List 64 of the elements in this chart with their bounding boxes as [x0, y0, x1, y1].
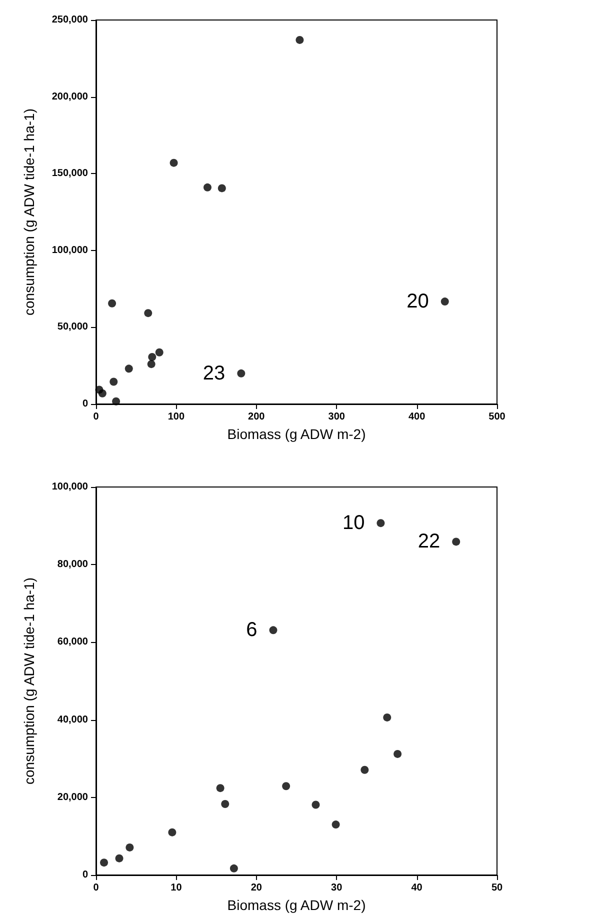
y-tick-label: 100,000 — [52, 244, 88, 256]
point — [218, 184, 226, 192]
y-axis-title: consumption (g ADW tide-1 ha-1) — [21, 578, 37, 784]
point — [170, 158, 178, 167]
point — [221, 800, 230, 808]
point — [148, 353, 156, 361]
point — [124, 364, 133, 373]
point — [108, 299, 116, 308]
point — [110, 378, 118, 386]
point — [144, 309, 152, 318]
y-tick-label: 100,000 — [52, 482, 88, 492]
x-tick-label: 40 — [411, 882, 423, 894]
annotation: 23 — [202, 362, 226, 384]
x-axis-title: Biomass (g ADW m-2) — [227, 426, 366, 442]
annotation: 6 — [246, 619, 258, 642]
point — [115, 854, 124, 862]
point — [440, 298, 449, 306]
point — [216, 784, 224, 792]
y-tick-label: 50,000 — [57, 322, 88, 333]
point — [203, 183, 212, 192]
point — [100, 858, 108, 867]
annotation: 22 — [418, 530, 440, 553]
point — [98, 389, 106, 398]
point — [147, 360, 156, 368]
annotation: 10 — [342, 512, 365, 534]
y-tick-label: 80,000 — [57, 559, 88, 570]
annotation: 20 — [406, 290, 429, 313]
x-axis-title: Biomass (g ADW m-2) — [227, 896, 366, 913]
y-tick-label: 250,000 — [52, 14, 88, 26]
y-tick-label: 0 — [82, 870, 88, 880]
y-tick-label: 150,000 — [52, 168, 88, 180]
y-axis-title: consumption (g ADW tide-1 ha-1) — [21, 108, 37, 316]
x-tick-label: 10 — [170, 882, 182, 894]
x-tick-label: 20 — [250, 882, 262, 894]
y-tick-label: 60,000 — [57, 636, 88, 648]
x-tick-label: 500 — [488, 412, 506, 422]
y-tick-label: 0 — [82, 398, 88, 410]
point — [312, 800, 320, 809]
x-tick-label: 100 — [168, 412, 185, 422]
point — [237, 369, 246, 378]
point — [269, 626, 278, 634]
point — [126, 843, 134, 852]
point — [296, 36, 304, 44]
y-tick-label: 200,000 — [52, 91, 88, 102]
point — [168, 828, 176, 836]
x-tick-label: 0 — [93, 412, 100, 422]
point — [332, 820, 340, 829]
x-tick-label: 0 — [93, 882, 100, 894]
y-tick-label: 40,000 — [57, 714, 88, 726]
point — [230, 864, 238, 872]
y-tick-label: 20,000 — [57, 792, 88, 803]
x-tick-label: 50 — [491, 882, 503, 894]
point — [452, 538, 460, 546]
point — [282, 782, 290, 790]
x-tick-label: 200 — [248, 412, 266, 422]
point — [376, 519, 385, 528]
point — [155, 348, 164, 356]
x-tick-label: 300 — [328, 412, 346, 422]
point — [383, 713, 392, 722]
point — [360, 766, 369, 774]
x-tick-label: 30 — [331, 882, 343, 894]
point — [394, 750, 402, 758]
point — [112, 397, 120, 406]
x-tick-label: 400 — [408, 412, 426, 422]
